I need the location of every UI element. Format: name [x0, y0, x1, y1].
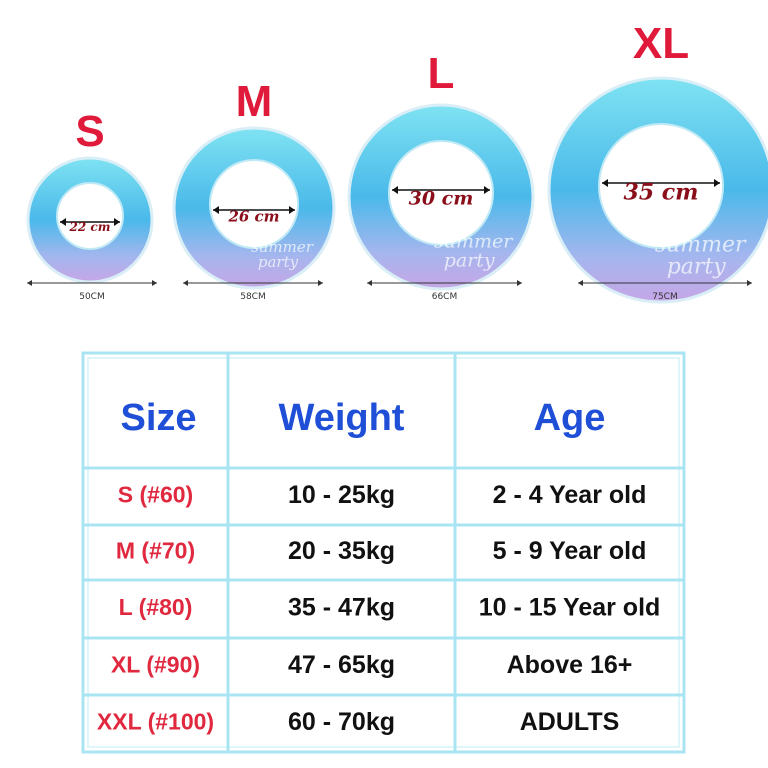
ring-print: summer [655, 233, 747, 258]
size-label: L [428, 49, 455, 98]
table-cell: ADULTS [520, 708, 620, 736]
table-cell: 20 - 35kg [288, 537, 395, 565]
size-cell: M (#70) [116, 538, 195, 564]
table-cell: 35 - 47kg [288, 594, 395, 622]
table-border-inner [87, 357, 680, 748]
ring-print: summer [251, 238, 314, 256]
inner-diameter: 22 cm [69, 220, 111, 234]
ring-hole [209, 159, 299, 249]
ring-hole [388, 140, 494, 246]
ring-print: party [258, 253, 299, 271]
table-header: Age [534, 397, 606, 439]
ring-print: summer [434, 231, 514, 253]
swim-ring [26, 156, 154, 284]
outer-diameter: 66CM [432, 292, 458, 302]
table-border [81, 351, 686, 754]
table-cell: Above 16+ [507, 651, 633, 679]
inner-diameter: 26 cm [227, 207, 279, 225]
ring-print: party [667, 255, 727, 280]
size-cell: XL (#90) [111, 652, 200, 678]
table-cell: 10 - 25kg [288, 481, 395, 509]
size-label: XL [633, 19, 689, 68]
ring-hole [598, 123, 724, 249]
size-label: M [236, 77, 273, 126]
size-cell: L (#80) [119, 594, 193, 620]
ring-hole [56, 182, 124, 250]
table-cell: 60 - 70kg [288, 708, 395, 736]
size-cell: S (#60) [118, 482, 193, 508]
outer-diameter: 50CM [79, 292, 105, 302]
table-cell: 47 - 65kg [288, 651, 395, 679]
outer-diameter: 58CM [240, 292, 266, 302]
inner-diameter: 35 cm [624, 180, 699, 206]
size-cell: XXL (#100) [97, 709, 214, 735]
arrow [60, 218, 120, 226]
inner-diameter: 30 cm [409, 187, 474, 209]
table-cell: 2 - 4 Year old [493, 481, 647, 509]
outer-diameter: 75CM [652, 292, 678, 302]
size-label: S [75, 107, 104, 156]
table-header: Weight [279, 397, 405, 439]
table-header: Size [120, 397, 196, 439]
ring-print: party [444, 250, 495, 272]
table-cell: 10 - 15 Year old [479, 594, 661, 622]
table-cell: 5 - 9 Year old [493, 537, 647, 565]
